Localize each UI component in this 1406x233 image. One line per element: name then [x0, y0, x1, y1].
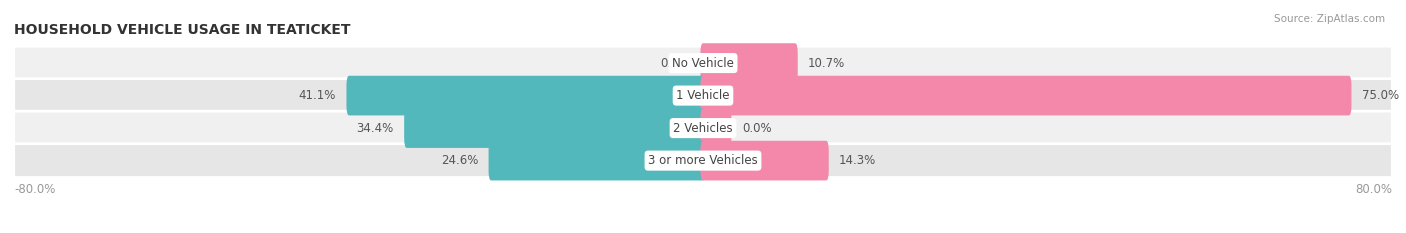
FancyBboxPatch shape	[700, 43, 797, 83]
Text: 80.0%: 80.0%	[1355, 183, 1392, 196]
Text: -80.0%: -80.0%	[14, 183, 55, 196]
FancyBboxPatch shape	[14, 144, 1392, 178]
FancyBboxPatch shape	[404, 108, 706, 148]
Text: 0.0%: 0.0%	[742, 122, 772, 135]
FancyBboxPatch shape	[346, 76, 706, 115]
Text: 34.4%: 34.4%	[357, 122, 394, 135]
FancyBboxPatch shape	[700, 76, 1351, 115]
Text: 14.3%: 14.3%	[839, 154, 876, 167]
Text: 24.6%: 24.6%	[441, 154, 478, 167]
Text: 3 or more Vehicles: 3 or more Vehicles	[648, 154, 758, 167]
FancyBboxPatch shape	[700, 108, 731, 148]
Text: 1 Vehicle: 1 Vehicle	[676, 89, 730, 102]
Text: 75.0%: 75.0%	[1362, 89, 1399, 102]
Text: 0.0%: 0.0%	[661, 57, 690, 70]
Legend: Owner-occupied, Renter-occupied: Owner-occupied, Renter-occupied	[579, 230, 827, 233]
Text: Source: ZipAtlas.com: Source: ZipAtlas.com	[1274, 14, 1385, 24]
FancyBboxPatch shape	[14, 79, 1392, 113]
FancyBboxPatch shape	[14, 111, 1392, 145]
Text: No Vehicle: No Vehicle	[672, 57, 734, 70]
FancyBboxPatch shape	[700, 141, 828, 180]
Text: 41.1%: 41.1%	[298, 89, 336, 102]
Text: 2 Vehicles: 2 Vehicles	[673, 122, 733, 135]
FancyBboxPatch shape	[14, 46, 1392, 80]
Text: 10.7%: 10.7%	[808, 57, 845, 70]
Text: HOUSEHOLD VEHICLE USAGE IN TEATICKET: HOUSEHOLD VEHICLE USAGE IN TEATICKET	[14, 23, 350, 37]
FancyBboxPatch shape	[488, 141, 706, 180]
